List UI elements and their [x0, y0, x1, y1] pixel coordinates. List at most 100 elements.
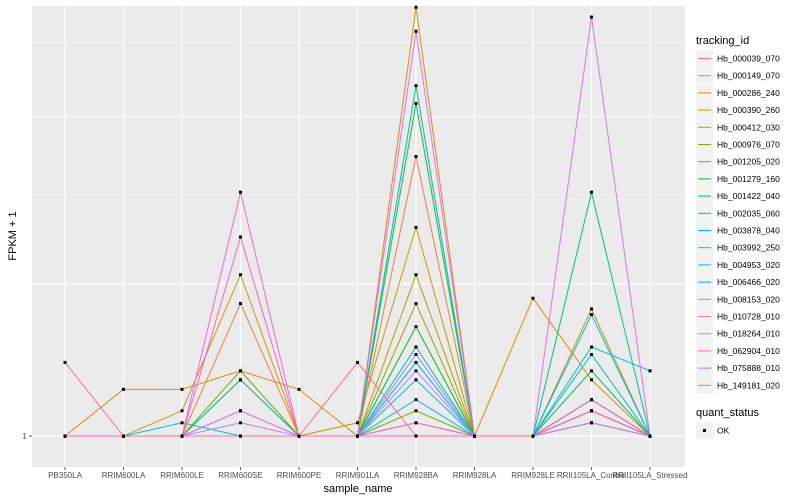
data-point	[414, 225, 418, 229]
x-axis: PB350LA RRIM600LA RRIM600LE RRIM600SE RRIM60…	[48, 467, 688, 480]
data-point	[414, 29, 418, 33]
legend-label: Hb_010728_010	[717, 312, 780, 322]
legend-label: Hb_001205_020	[717, 157, 780, 167]
x-tick-label: RRIM600LE	[160, 471, 204, 480]
legend-label: Hb_002035_060	[717, 208, 780, 218]
shape-legend-label: OK	[717, 426, 730, 436]
legend-items: Hb_000039_070 Hb_000149_070 Hb_000286_240 H…	[696, 50, 780, 394]
data-points	[63, 5, 652, 438]
legend-label: Hb_003878_040	[717, 226, 780, 236]
data-point	[122, 434, 125, 438]
data-point	[180, 387, 184, 391]
data-point	[590, 378, 593, 382]
data-point	[239, 235, 242, 239]
legend-label: Hb_149181_020	[717, 380, 780, 390]
data-point	[648, 434, 652, 438]
data-point	[356, 434, 359, 438]
legend-label: Hb_000976_070	[717, 140, 780, 150]
data-point	[414, 378, 418, 382]
legend-title: tracking_id	[696, 35, 749, 47]
x-tick-label: RRIM600LA	[102, 471, 146, 480]
x-tick-label: RRII105LA_Stressed	[612, 471, 687, 480]
legend: tracking_id Hb_000039_070Hb_000149_070Hb…	[696, 35, 780, 439]
data-point	[414, 353, 418, 357]
legend-label: Hb_001279_160	[717, 174, 780, 184]
data-point	[414, 398, 418, 402]
shape-legend-title: quant_status	[696, 407, 759, 419]
data-point	[239, 369, 242, 373]
legend-label: Hb_000039_070	[717, 54, 780, 64]
data-point	[239, 421, 242, 425]
data-point	[63, 360, 67, 364]
y-tick-label: 1	[22, 431, 27, 441]
data-point	[414, 101, 418, 105]
data-point	[180, 421, 184, 425]
data-point	[590, 15, 593, 19]
data-point	[414, 409, 418, 413]
data-point	[239, 190, 242, 194]
plot-panel	[32, 6, 685, 467]
data-point	[590, 190, 593, 194]
data-point	[414, 273, 418, 277]
x-tick-label: RRIM600SE	[218, 471, 262, 480]
data-point	[590, 313, 593, 317]
data-point	[180, 434, 184, 438]
data-point	[239, 434, 242, 438]
data-point	[531, 434, 535, 438]
legend-label: Hb_006466_020	[717, 277, 780, 287]
data-point	[590, 398, 593, 402]
gridlines	[32, 6, 685, 467]
data-point	[414, 325, 418, 329]
legend-label: Hb_000149_070	[717, 71, 780, 81]
data-point	[297, 434, 301, 438]
data-point	[239, 273, 242, 277]
x-tick-label: RRIM928LE	[511, 471, 555, 480]
data-point	[63, 434, 67, 438]
data-point	[239, 409, 242, 413]
data-point	[239, 301, 242, 305]
shape-legend-items: OK	[696, 422, 730, 439]
data-point	[414, 345, 418, 349]
legend-label: Hb_075888_010	[717, 363, 780, 373]
legend-label: Hb_008153_020	[717, 294, 780, 304]
legend-label: Hb_004953_020	[717, 260, 780, 270]
data-point	[414, 155, 418, 159]
data-point	[414, 360, 418, 364]
legend-label: Hb_062904_010	[717, 346, 780, 356]
data-point	[590, 307, 593, 311]
data-point	[414, 5, 418, 9]
data-point	[648, 369, 652, 373]
x-tick-label: RRIM901LA	[336, 471, 380, 480]
data-point	[297, 387, 301, 391]
data-point	[590, 345, 593, 349]
x-tick-label: RRIM928BA	[394, 471, 439, 480]
data-point	[122, 387, 125, 391]
data-point	[414, 301, 418, 305]
data-point	[180, 409, 184, 413]
data-point	[414, 369, 418, 373]
x-tick-label: PB350LA	[48, 471, 82, 480]
data-point	[531, 296, 535, 300]
y-axis-title: FPKM + 1	[7, 211, 19, 260]
data-point	[590, 369, 593, 373]
legend-label: Hb_000286_240	[717, 88, 780, 98]
shape-legend-symbol	[703, 429, 706, 432]
legend-label: Hb_000412_030	[717, 122, 780, 132]
data-point	[356, 360, 359, 364]
legend-label: Hb_000390_260	[717, 105, 780, 115]
legend-label: Hb_018264_010	[717, 329, 780, 339]
data-point	[473, 434, 476, 438]
data-point	[356, 421, 359, 425]
data-point	[590, 353, 593, 357]
x-tick-label: RRIM928LA	[453, 471, 497, 480]
data-point	[590, 421, 593, 425]
x-tick-label: RRII105LA_Control	[557, 471, 627, 480]
data-point	[590, 409, 593, 413]
x-tick-label: RRIM600PE	[277, 471, 321, 480]
data-point	[414, 84, 418, 88]
legend-label: Hb_003992_250	[717, 243, 780, 253]
data-point	[239, 378, 242, 382]
data-point	[414, 434, 418, 438]
data-point	[414, 421, 418, 425]
